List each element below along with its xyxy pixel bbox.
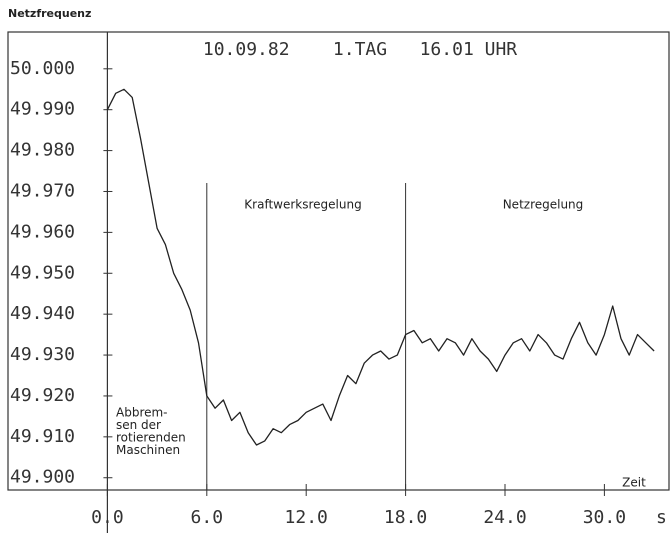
x-unit: s: [656, 507, 667, 528]
x-tick-label: 18.0: [384, 507, 427, 528]
x-tick-label: 24.0: [483, 507, 526, 528]
y-tick-label: 49.920: [10, 385, 75, 406]
x-tick-label: 12.0: [285, 507, 328, 528]
annotation-line: Maschinen: [116, 443, 180, 457]
y-tick-label: 49.970: [10, 180, 75, 201]
annotation-line: rotierenden: [116, 431, 186, 445]
y-tick-label: 49.940: [10, 303, 75, 324]
y-tick-label: 49.950: [10, 262, 75, 283]
y-tick-label: 49.930: [10, 344, 75, 365]
data-line: [106, 88, 655, 446]
y-tick-label: 49.980: [10, 140, 75, 161]
annotation-line: sen der: [116, 418, 161, 432]
chart-title: Netzfrequenz: [8, 7, 91, 20]
y-tick-label: 50.000: [10, 58, 75, 79]
x-tick-label: 0.0: [91, 507, 124, 528]
annotation: Netzregelung: [503, 198, 584, 212]
x-tick-label: 30.0: [583, 507, 626, 528]
y-tick-label: 49.990: [10, 99, 75, 120]
y-tick-label: 49.900: [10, 467, 75, 488]
annotation: Kraftwerksregelung: [244, 198, 361, 212]
chart-subtitle: 10.09.82 1.TAG 16.01 UHR: [203, 39, 517, 60]
plot-frame: [7, 31, 670, 491]
annotation-line: Abbrem-: [116, 406, 168, 420]
y-tick-label: 49.960: [10, 221, 75, 242]
x-tick-label: 6.0: [191, 507, 224, 528]
x-axis-label: Zeit: [622, 476, 646, 490]
y-tick-label: 49.910: [10, 426, 75, 447]
